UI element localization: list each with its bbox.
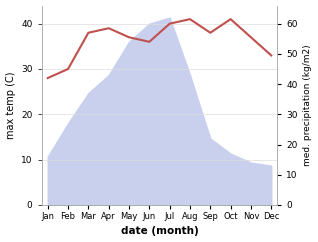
Y-axis label: max temp (C): max temp (C) — [5, 71, 16, 139]
Y-axis label: med. precipitation (kg/m2): med. precipitation (kg/m2) — [303, 45, 313, 166]
X-axis label: date (month): date (month) — [121, 227, 198, 236]
